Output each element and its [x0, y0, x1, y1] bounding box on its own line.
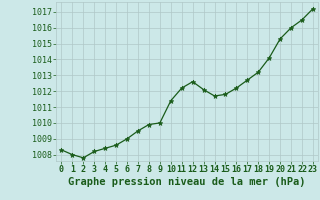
X-axis label: Graphe pression niveau de la mer (hPa): Graphe pression niveau de la mer (hPa)	[68, 177, 306, 187]
